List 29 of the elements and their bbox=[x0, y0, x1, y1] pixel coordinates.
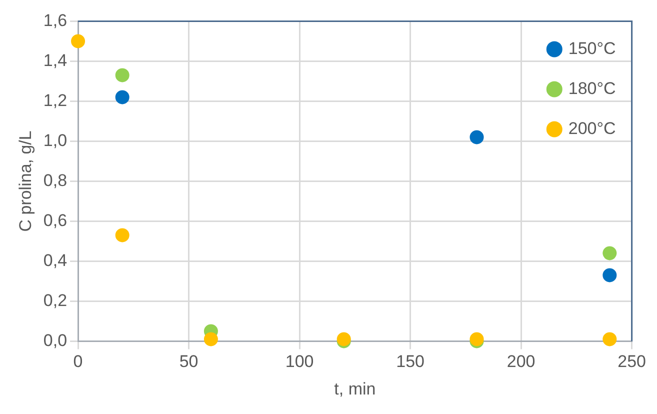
x-axis-title: t, min bbox=[334, 379, 376, 398]
y-tick-label: 0,6 bbox=[43, 210, 68, 230]
point bbox=[115, 228, 130, 242]
point bbox=[71, 34, 86, 48]
point bbox=[115, 90, 130, 104]
y-axis-title: C prolina, g/L bbox=[16, 130, 35, 232]
point bbox=[602, 268, 617, 282]
x-tick-label: 150 bbox=[396, 352, 424, 372]
point bbox=[470, 130, 484, 144]
y-tick-label: 1,0 bbox=[43, 130, 68, 150]
point bbox=[602, 246, 617, 260]
y-tick-label: 0,8 bbox=[43, 170, 68, 190]
x-tick-label: 0 bbox=[73, 352, 83, 372]
x-tick-label: 50 bbox=[179, 352, 198, 372]
point bbox=[204, 332, 218, 346]
legend-label: 200°C bbox=[568, 118, 616, 138]
point bbox=[602, 332, 617, 346]
legend-label: 180°C bbox=[568, 78, 616, 98]
x-tick-label: 250 bbox=[618, 352, 646, 372]
y-tick-label: 0,4 bbox=[43, 250, 68, 270]
y-tick-label: 1,6 bbox=[43, 10, 68, 30]
y-tick-label: 0,2 bbox=[43, 290, 68, 310]
y-tick-label: 0,0 bbox=[43, 330, 68, 350]
y-tick-label: 1,2 bbox=[43, 90, 68, 110]
x-tick-label: 200 bbox=[506, 352, 536, 372]
legend-label: 150°C bbox=[568, 38, 616, 58]
y-tick-label: 1,4 bbox=[43, 50, 68, 70]
x-tick-label: 100 bbox=[285, 352, 314, 372]
point bbox=[115, 68, 130, 82]
